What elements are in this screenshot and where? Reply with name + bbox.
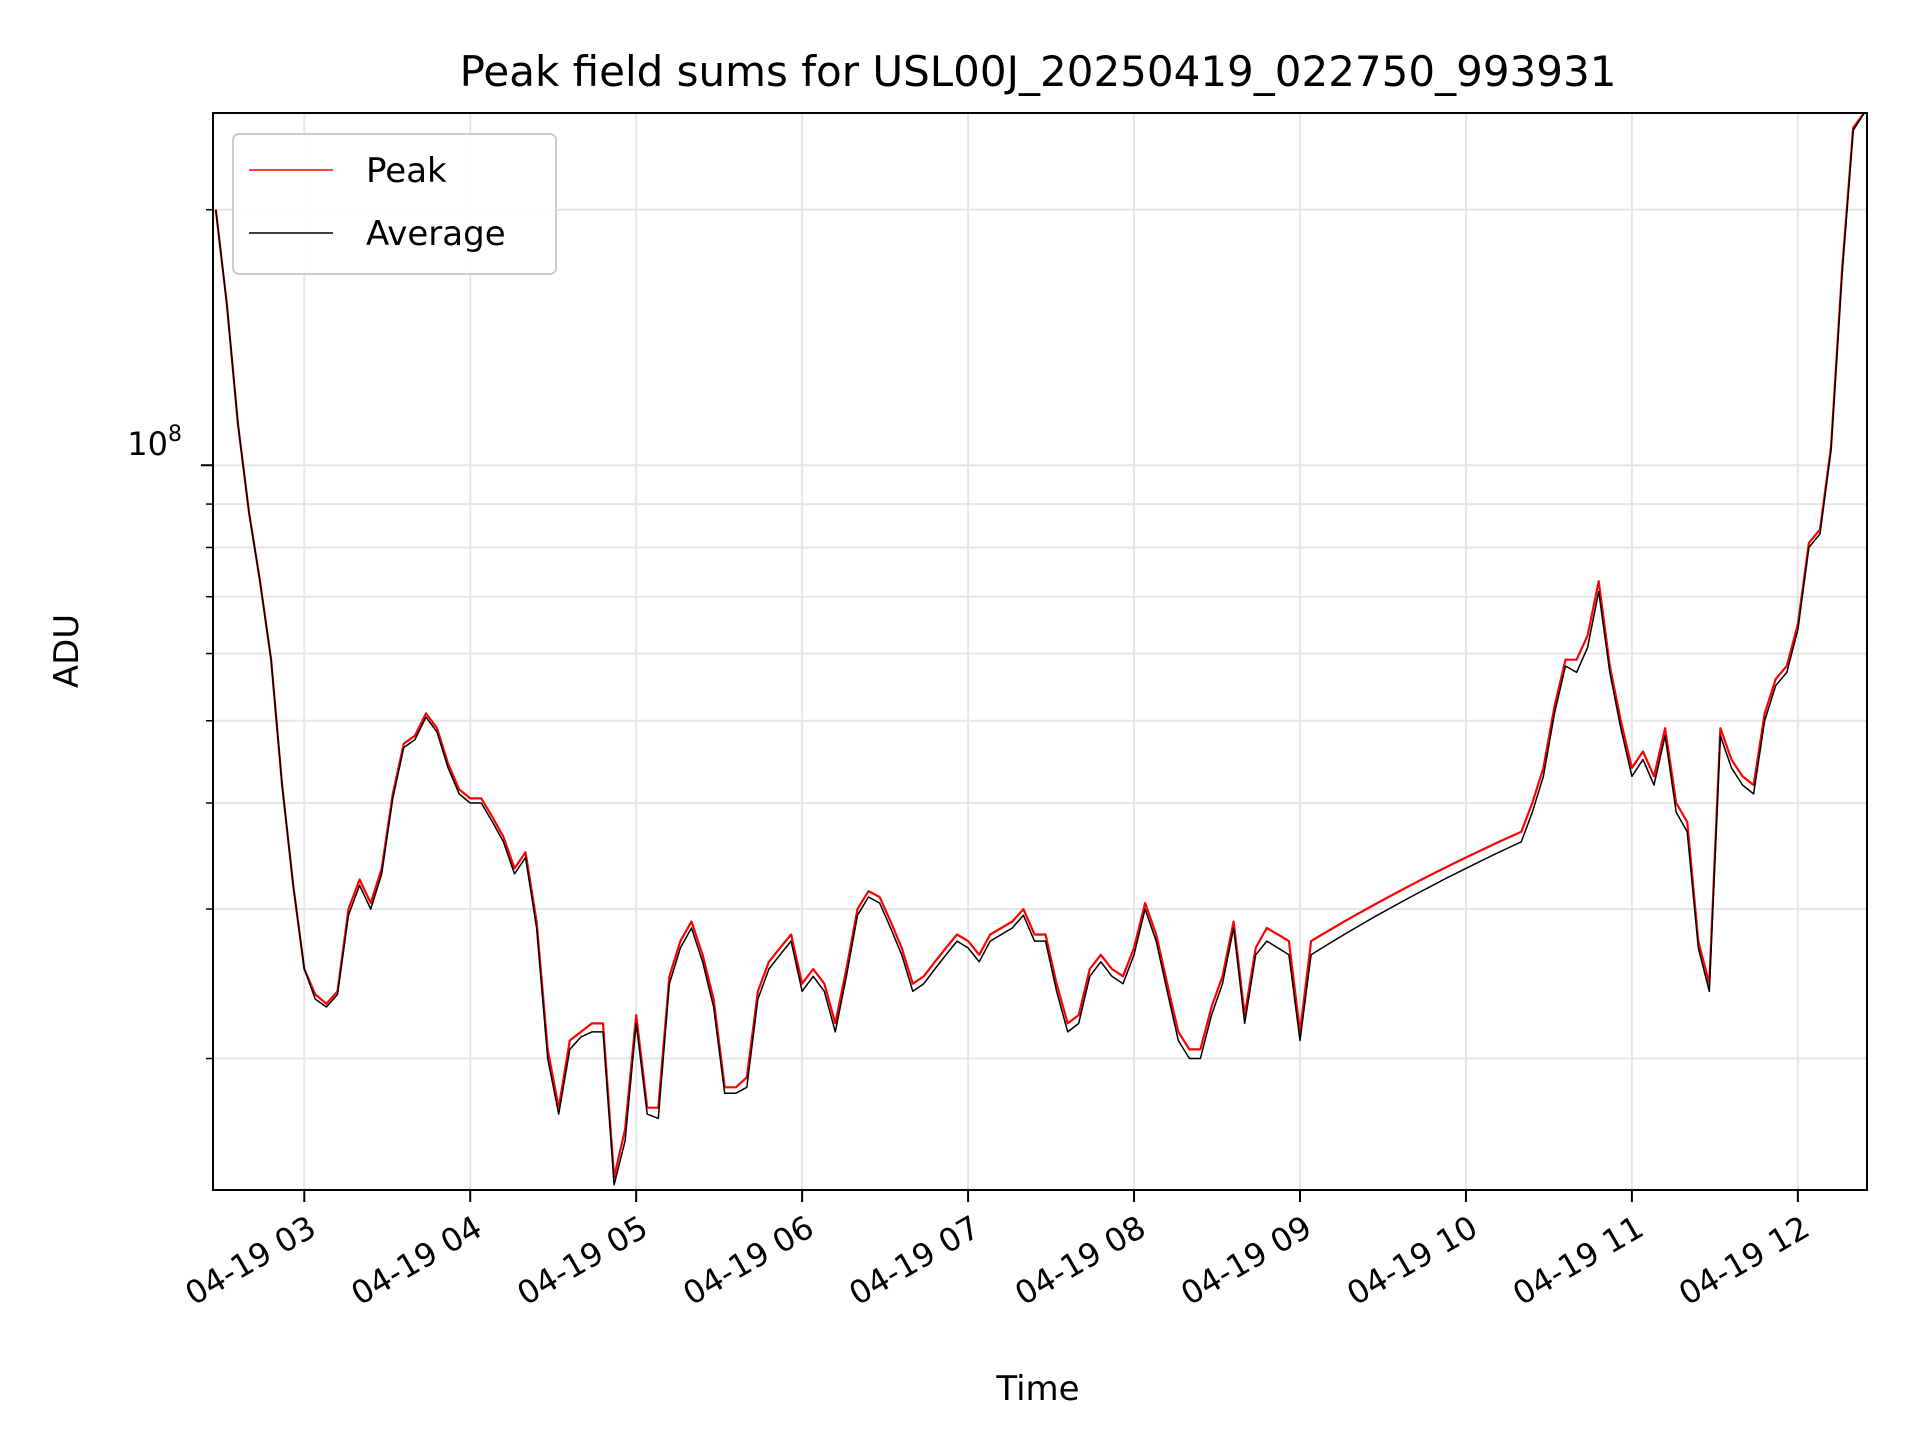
plot-frame (212, 112, 1868, 1191)
plot-area (212, 112, 1868, 1191)
chart-title: Peak field sums for USL00J_20250419_0227… (460, 47, 1617, 96)
series-line-peak (214, 112, 1866, 1179)
y-axis: 108 (127, 208, 213, 1060)
legend: Peak Average (232, 133, 557, 275)
plot-background (213, 113, 1867, 1190)
legend-label-average: Average (366, 214, 506, 254)
x-axis-label: Time (995, 1369, 1079, 1409)
legend-label-peak: Peak (366, 151, 447, 191)
series-layer (214, 112, 1866, 1186)
legend-box (232, 133, 557, 275)
y-tick-label-major: 108 (127, 422, 182, 463)
grid-lines (213, 113, 1867, 1190)
series-line-average (215, 112, 1865, 1186)
y-axis-label: ADU (47, 614, 87, 688)
